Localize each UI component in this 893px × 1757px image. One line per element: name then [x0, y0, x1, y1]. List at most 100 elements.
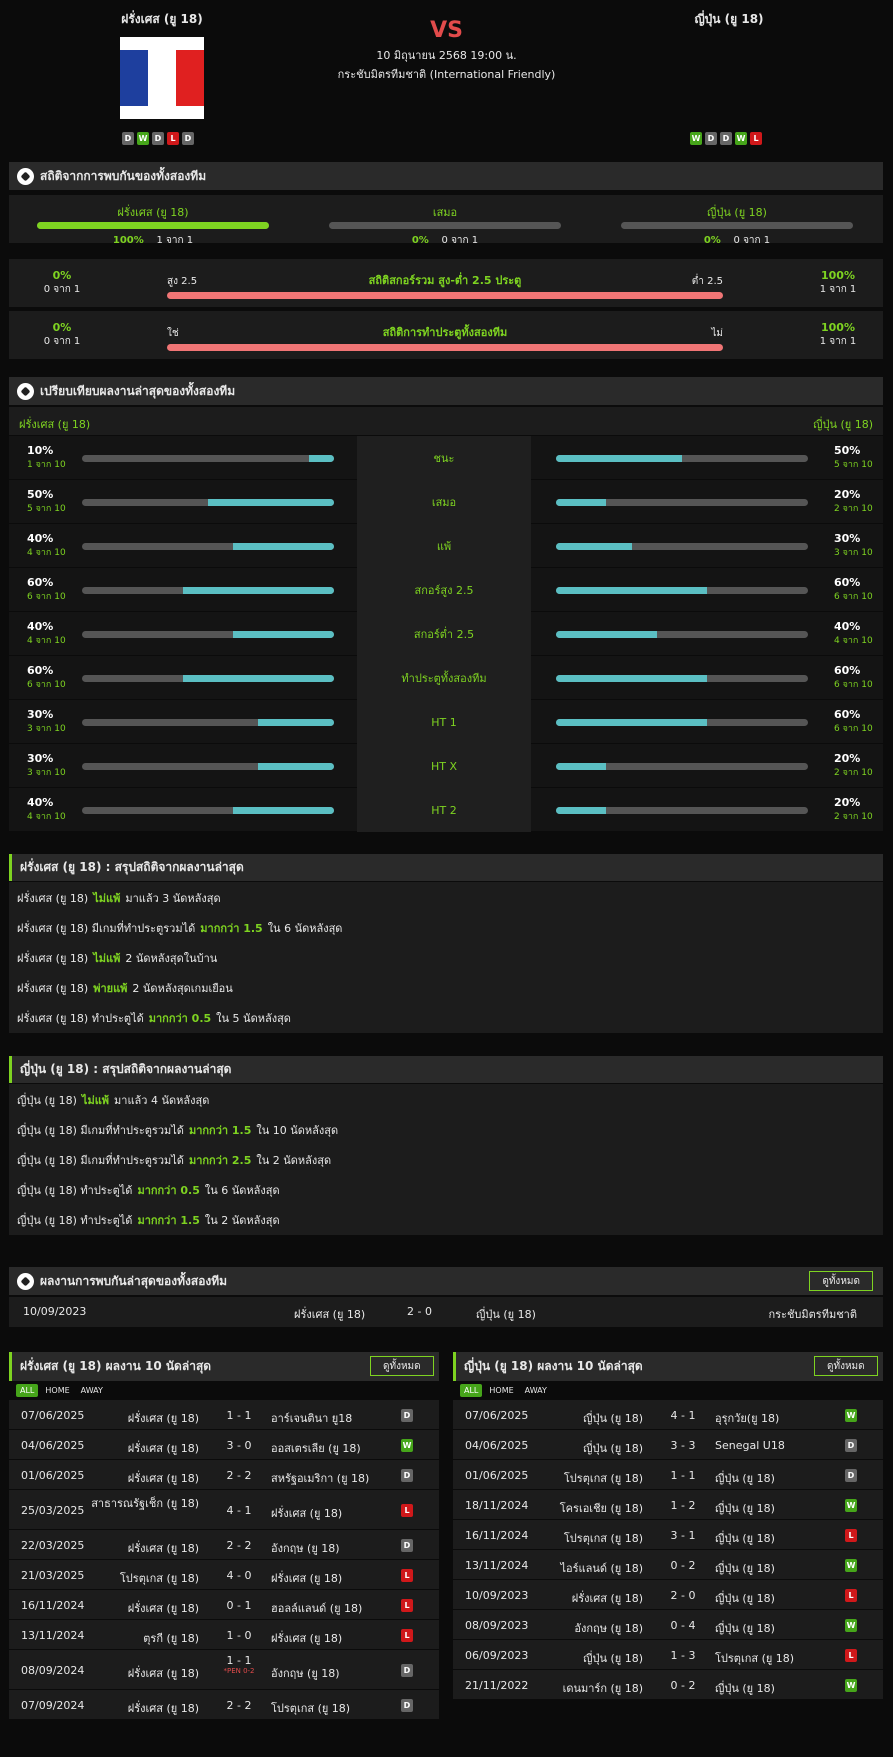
result-badge: L	[401, 1629, 413, 1642]
section-title: สถิติจากการพบกันของทั้งสองทีม	[40, 168, 207, 183]
match-home: ไอร์แลนด์ (ยู 18)	[560, 1562, 643, 1575]
match-score: 4 - 0	[226, 1569, 252, 1582]
match-date: 21/03/2025	[21, 1569, 85, 1582]
compare-row: 30% 3 จาก 10 HT X 20% 2 จาก 10	[9, 744, 883, 788]
compare-row: 10% 1 จาก 10 ชนะ 50% 5 จาก 10	[9, 436, 883, 480]
compare-row: 50% 5 จาก 10 เสมอ 20% 2 จาก 10	[9, 480, 883, 524]
match-row[interactable]: 18/11/2024 โครเอเชีย (ยู 18) 1 - 2 ญี่ปุ่น …	[453, 1490, 883, 1520]
match-home: ฝรั่งเศส (ยู 18)	[127, 1602, 199, 1615]
away-form-badge: W	[690, 132, 702, 145]
match-header: ฝรั่งเศส (ยู 18) VS 10 มิถุนายน 2568 19:…	[0, 0, 893, 155]
away-form-badge: D	[720, 132, 732, 145]
home-progress-bar	[82, 499, 334, 506]
match-date: 04/06/2025	[21, 1439, 85, 1452]
match-row[interactable]: 13/11/2024 ไอร์แลนด์ (ยู 18) 0 - 2 ญี่ปุ่น …	[453, 1550, 883, 1580]
home-progress-bar	[82, 587, 334, 594]
match-row[interactable]: 10/09/2023 ฝรั่งเศส (ยู 18) 2 - 0 ญี่ปุ่น (…	[453, 1580, 883, 1610]
away-progress-bar	[556, 631, 808, 638]
match-row[interactable]: 06/09/2023 ญี่ปุ่น (ยู 18) 1 - 3 โปรตุเกส (…	[453, 1640, 883, 1670]
result-badge: W	[845, 1499, 857, 1512]
compare-row: 30% 3 จาก 10 HT 1 60% 6 จาก 10	[9, 700, 883, 744]
away-last10-view-all-button[interactable]: ดูทั้งหมด	[814, 1356, 878, 1376]
compare-label: HT X	[357, 744, 531, 788]
summary-row: ญี่ปุ่น (ยู 18) มีเกมที่ทำประตูรวมได้ มาก…	[9, 1144, 883, 1176]
tab-away[interactable]: AWAY	[524, 1386, 547, 1395]
match-row[interactable]: 08/09/2023 อังกฤษ (ยู 18) 0 - 4 ญี่ปุ่น (ยู…	[453, 1610, 883, 1640]
home-last10-title: ฝรั่งเศส (ยู 18) ผลงาน 10 นัดล่าสุด	[9, 1352, 439, 1381]
football-icon	[17, 382, 34, 400]
tab-home[interactable]: HOME	[45, 1386, 70, 1395]
match-away: ฝรั่งเศส (ยู 18)	[271, 1507, 343, 1520]
h2h-away-col: ญี่ปุ่น (ยู 18) 0% 0 จาก 1	[621, 203, 853, 248]
match-score: 1 - 1	[670, 1469, 696, 1482]
away-progress-bar	[556, 675, 808, 682]
match-row[interactable]: 04/06/2025 ญี่ปุ่น (ยู 18) 3 - 3 Senegal U1…	[453, 1430, 883, 1460]
section-title: ผลงานการพบกันล่าสุดของทั้งสองทีม	[40, 1273, 228, 1288]
match-row[interactable]: 16/11/2024 โปรตุเกส (ยู 18) 3 - 1 ญี่ปุ่น (…	[453, 1520, 883, 1550]
h2h-view-all-button[interactable]: ดูทั้งหมด	[809, 1271, 873, 1291]
vs-label: VS	[430, 18, 463, 43]
match-row[interactable]: 13/11/2024 ตุรกี (ยู 18) 1 - 0 ฝรั่งเศส (ยู…	[9, 1620, 439, 1650]
summary-row: ฝรั่งเศส (ยู 18) ไม่แพ้ มาแล้ว 3 นัดหลังสุ…	[9, 882, 883, 914]
match-row[interactable]: 21/03/2025 โปรตุเกส (ยู 18) 4 - 0 ฝรั่งเศส …	[9, 1560, 439, 1590]
home-progress-bar	[82, 455, 334, 462]
match-row[interactable]: 07/09/2024 ฝรั่งเศส (ยู 18) 2 - 2 โปรตุเกส …	[9, 1690, 439, 1720]
compare-away-name[interactable]: ญี่ปุ่น (ยู 18)	[813, 418, 873, 431]
match-row[interactable]: 01/06/2025 ฝรั่งเศส (ยู 18) 2 - 2 สหรัฐอเมร…	[9, 1460, 439, 1490]
match-row[interactable]: 01/06/2025 โปรตุเกส (ยู 18) 1 - 1 ญี่ปุ่น (…	[453, 1460, 883, 1490]
away-summary-title: ญี่ปุ่น (ยู 18) : สรุปสถิติจากผลงานล่าสุ…	[9, 1056, 883, 1083]
away-progress-bar	[556, 543, 808, 550]
match-row[interactable]: 07/06/2025 ญี่ปุ่น (ยู 18) 4 - 1 อุรุกวัย(ย…	[453, 1400, 883, 1430]
home-summary-title: ฝรั่งเศส (ยู 18) : สรุปสถิติจากผลงานล่าส…	[9, 854, 883, 881]
result-badge: L	[845, 1589, 857, 1602]
tab-all[interactable]: ALL	[16, 1384, 39, 1397]
home-progress-bar	[82, 631, 334, 638]
compare-row: 40% 4 จาก 10 HT 2 20% 2 จาก 10	[9, 788, 883, 832]
home-team-name[interactable]: ฝรั่งเศส (ยู 18)	[121, 12, 203, 26]
result-badge: W	[845, 1559, 857, 1572]
result-badge: D	[845, 1439, 857, 1452]
match-row[interactable]: 16/11/2024 ฝรั่งเศส (ยู 18) 0 - 1 ฮอลล์แลนด…	[9, 1590, 439, 1620]
match-home: โปรตุเกส (ยู 18)	[563, 1472, 643, 1485]
away-team-name[interactable]: ญี่ปุ่น (ยู 18)	[694, 12, 764, 26]
home-form-badge: D	[152, 132, 164, 145]
match-row[interactable]: 04/06/2025 ฝรั่งเศส (ยู 18) 3 - 0 ออสเตรเลี…	[9, 1430, 439, 1460]
home-progress-bar	[82, 719, 334, 726]
result-badge: D	[845, 1469, 857, 1482]
away-progress-bar	[556, 587, 808, 594]
tab-away[interactable]: AWAY	[80, 1386, 103, 1395]
home-last10-view-all-button[interactable]: ดูทั้งหมด	[370, 1356, 434, 1376]
home-form-badge: W	[137, 132, 149, 145]
compare-label: ทำประตูทั้งสองทีม	[357, 656, 531, 700]
match-home: ญี่ปุ่น (ยู 18)	[583, 1412, 643, 1425]
match-score: 2 - 0	[670, 1589, 696, 1602]
match-away: ฮอลล์แลนด์ (ยู 18)	[271, 1602, 363, 1615]
tab-home[interactable]: HOME	[489, 1386, 514, 1395]
tab-all[interactable]: ALL	[460, 1384, 483, 1397]
match-home: ตุรกี (ยู 18)	[143, 1632, 199, 1645]
match-row[interactable]: 22/03/2025 ฝรั่งเศส (ยู 18) 2 - 2 อังกฤษ (ย…	[9, 1530, 439, 1560]
match-row[interactable]: 07/06/2025 ฝรั่งเศส (ยู 18) 1 - 1 อาร์เจนติ…	[9, 1400, 439, 1430]
match-away: ญี่ปุ่น (ยู 18)	[715, 1562, 775, 1575]
match-away: ออสเตรเลีย (ยู 18)	[271, 1442, 361, 1455]
match-home: ญี่ปุ่น (ยู 18)	[583, 1442, 643, 1455]
summary-row: ฝรั่งเศส (ยู 18) ไม่แพ้ 2 นัดหลังสุดในบ้าน	[9, 942, 883, 974]
match-away: ญี่ปุ่น (ยู 18)	[715, 1532, 775, 1545]
result-badge: L	[401, 1504, 413, 1517]
compare-home-name[interactable]: ฝรั่งเศส (ยู 18)	[19, 418, 91, 431]
compare-row: 60% 6 จาก 10 สกอร์สูง 2.5 60% 6 จาก 10	[9, 568, 883, 612]
away-last10-title: ญี่ปุ่น (ยู 18) ผลงาน 10 นัดล่าสุด	[453, 1352, 883, 1381]
result-badge: W	[845, 1619, 857, 1632]
h2h-match-row[interactable]: 10/09/2023 ฝรั่งเศส (ยู 18) 2 - 0 ญี่ปุ่…	[9, 1297, 883, 1327]
match-away: ญี่ปุ่น (ยู 18)	[715, 1592, 775, 1605]
match-home: โครเอเชีย (ยู 18)	[559, 1502, 643, 1515]
home-form-badge: D	[182, 132, 194, 145]
result-badge: D	[401, 1699, 413, 1712]
match-date: 07/09/2024	[21, 1699, 85, 1712]
match-row[interactable]: 21/11/2022 เดนมาร์ก (ยู 18) 0 - 2 ญี่ปุ่น (…	[453, 1670, 883, 1700]
compare-label: สกอร์ต่ำ 2.5	[357, 612, 531, 656]
match-row[interactable]: 25/03/2025 สาธารณรัฐเช็ก (ยู 18) 4 - 1 ฝรั่…	[9, 1490, 439, 1530]
match-score: 1 - 3	[670, 1649, 696, 1662]
match-away: อังกฤษ (ยู 18)	[271, 1667, 340, 1680]
match-row[interactable]: 08/09/2024 ฝรั่งเศส (ยู 18) 1 - 1 *PEN 0-2 อ…	[9, 1650, 439, 1690]
